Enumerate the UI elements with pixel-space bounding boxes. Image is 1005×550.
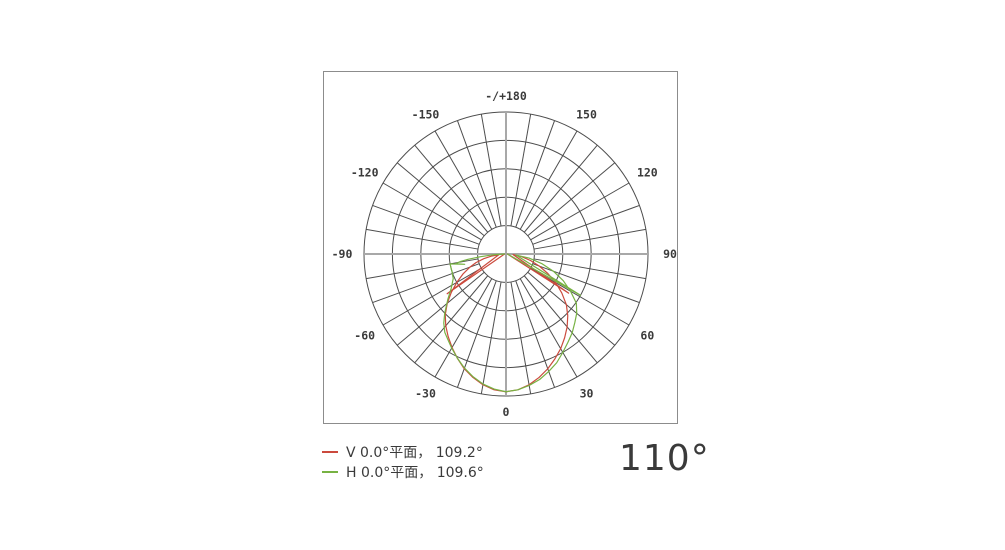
angle-tick-label-0: 0: [503, 405, 510, 419]
legend-item-h-plane: H 0.0°平面， 109.6°: [322, 462, 484, 482]
polar-chart: 0 30 60 90 120 150 -/+180 -150 -120 -90 -60 -30: [332, 89, 677, 419]
beam-angle-value: 110°: [619, 438, 710, 479]
angle-tick-label-90: 90: [663, 247, 677, 261]
polar-chart-box: 0 30 60 90 120 150 -/+180 -150 -120 -90 -60 -30: [323, 71, 678, 424]
angle-tick-label--120: -120: [351, 165, 379, 179]
legend: V 0.0°平面， 109.2° H 0.0°平面， 109.6°: [322, 442, 484, 482]
v-plane-legend-label: V 0.0°平面， 109.2°: [346, 445, 483, 461]
h-plane-line-swatch: [322, 471, 338, 473]
h-plane-legend-label: H 0.0°平面， 109.6°: [346, 465, 484, 481]
angle-tick-label-150: 150: [576, 108, 597, 122]
angle-tick-label--/+180: -/+180: [485, 89, 527, 103]
angle-tick-label-120: 120: [637, 165, 658, 179]
angle-tick-label--90: -90: [332, 247, 353, 261]
h-plane-curve: [443, 253, 582, 393]
angle-tick-label-60: 60: [640, 329, 654, 343]
angle-tick-label-30: 30: [580, 386, 594, 400]
legend-item-v-plane: V 0.0°平面， 109.2°: [322, 442, 484, 462]
angle-tick-label--150: -150: [412, 108, 440, 122]
v-plane-line-swatch: [322, 451, 338, 453]
angle-tick-label--30: -30: [415, 386, 436, 400]
angle-tick-label--60: -60: [354, 329, 375, 343]
